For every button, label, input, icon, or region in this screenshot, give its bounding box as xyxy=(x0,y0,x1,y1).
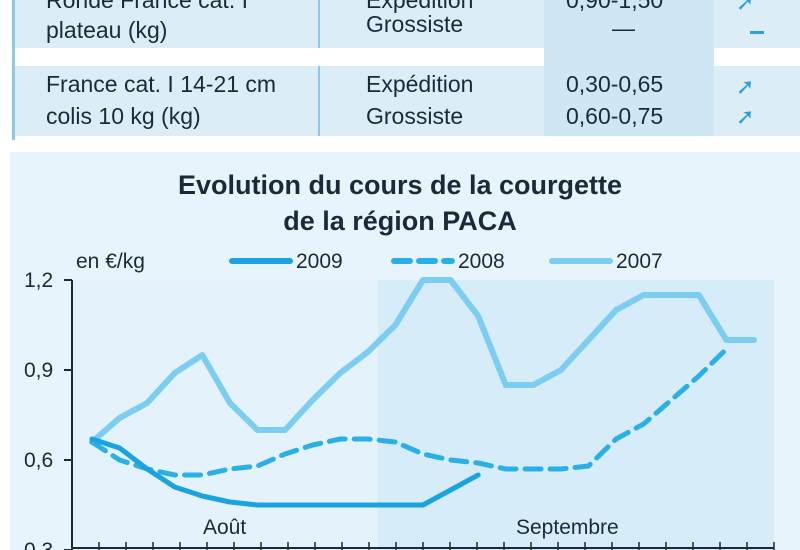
y-tick-label: 0,3 xyxy=(24,539,53,550)
series-line-2007 xyxy=(89,277,757,445)
dash-icon xyxy=(750,31,764,34)
table-row-1-bg xyxy=(14,0,544,48)
table-col-divider-1 xyxy=(318,0,320,48)
row1-stage-line2: Grossiste xyxy=(366,11,464,37)
price-table: Ronde France cat. I plateau (kg) Expédit… xyxy=(0,0,800,140)
y-tick-label: 0,9 xyxy=(24,359,53,382)
arrow-up-right-icon: ➚ xyxy=(736,104,755,129)
month-label-septembre: Septembre xyxy=(516,516,619,539)
row1-price-line2: — xyxy=(612,15,635,41)
table-row-2-bg xyxy=(14,66,544,136)
plot-area-left xyxy=(72,280,378,550)
table-left-border xyxy=(12,0,15,140)
y-tick-label: 1,2 xyxy=(24,269,53,292)
chart-title-line2: de la région PACA xyxy=(283,206,517,236)
arrow-up-right-icon: ➚ xyxy=(736,74,755,99)
row2-price-line2: 0,60-0,75 xyxy=(566,103,664,129)
legend-label-2009: 2009 xyxy=(296,250,343,273)
month-label-aout: Août xyxy=(203,516,246,539)
row1-product-line2: plateau (kg) xyxy=(46,17,168,43)
row2-stage-line2: Grossiste xyxy=(366,103,464,129)
chart-title-line1: Evolution du cours de la courgette xyxy=(177,170,623,200)
legend-label-2007: 2007 xyxy=(616,250,663,273)
table-row-2-trend-bg xyxy=(714,66,800,136)
series-line-2008 xyxy=(89,346,729,478)
row2-product-line1: France cat. I 14-21 cm xyxy=(46,71,277,97)
legend-label-2008: 2008 xyxy=(458,250,505,273)
plot-area-right xyxy=(378,280,774,550)
row1-price-line1: 0,90-1,50 xyxy=(566,0,664,13)
y-axis-label: en €/kg xyxy=(76,250,145,273)
price-column-bg xyxy=(544,0,714,136)
row2-price-line1: 0,30-0,65 xyxy=(566,71,664,97)
table-col-divider-2 xyxy=(318,66,320,136)
row2-product-line2: colis 10 kg (kg) xyxy=(46,103,201,129)
series-line-2009 xyxy=(89,436,481,508)
row1-product-line1: Ronde France cat. I xyxy=(46,0,248,13)
row2-stage-line1: Expédition xyxy=(366,71,474,97)
arrow-up-right-icon: ➚ xyxy=(736,0,755,15)
row1-stage-line1: Expédition xyxy=(366,0,474,13)
y-tick-label: 0,6 xyxy=(24,449,53,472)
table-row-1-trend-bg xyxy=(714,0,800,48)
